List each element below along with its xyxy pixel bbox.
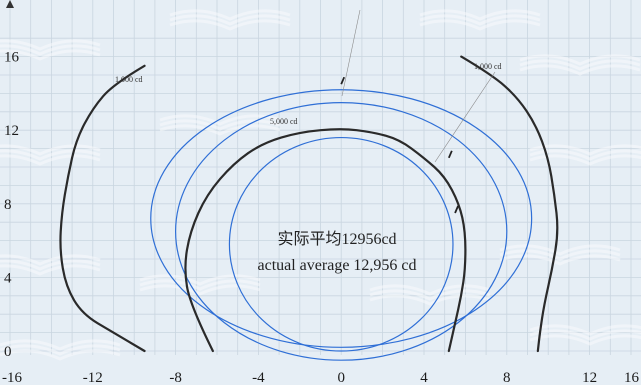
y-tick-label: 12 xyxy=(4,123,19,139)
x-tick-label: 4 xyxy=(420,370,428,385)
watermark-stroke xyxy=(159,119,281,131)
watermark-stroke xyxy=(139,274,261,286)
reference-ellipse xyxy=(175,101,508,361)
y-axis-arrow xyxy=(6,0,14,8)
watermark-stroke xyxy=(0,349,121,361)
y-tick-label: 8 xyxy=(4,197,12,213)
watermark-stroke xyxy=(419,14,541,26)
watermark-wing-icon xyxy=(139,274,261,296)
watermark-stroke xyxy=(169,14,291,26)
watermark-stroke xyxy=(499,249,621,261)
measured-curve xyxy=(59,64,146,353)
watermark-stroke xyxy=(169,19,291,31)
watermark-stroke xyxy=(369,289,491,301)
curve-markers xyxy=(340,9,496,214)
x-tick-labels: -16 -12 -8 -4 0 4 8 12 16 xyxy=(2,370,640,385)
watermark-stroke xyxy=(499,244,621,256)
label-5000cd: 5,000 cd xyxy=(270,117,298,126)
measured-curve xyxy=(184,128,467,353)
center-label-cn: 实际平均12956cd xyxy=(277,230,396,248)
watermark-stroke xyxy=(369,294,491,306)
reference-ellipse xyxy=(228,136,454,352)
x-tick-label: -12 xyxy=(83,370,103,385)
x-tick-label: 12 xyxy=(582,370,597,385)
watermark-wing-icon xyxy=(0,339,121,361)
watermark xyxy=(0,9,641,361)
measured-curves xyxy=(59,55,559,353)
reference-ellipse xyxy=(150,89,533,348)
watermark-stroke xyxy=(139,284,261,296)
annotations: 1,000 cd 1,000 cd 5,000 cd 实际平均12956cd a… xyxy=(115,62,502,274)
label-1000cd-left: 1,000 cd xyxy=(115,75,143,84)
watermark-stroke xyxy=(0,344,121,356)
watermark-stroke xyxy=(0,149,101,161)
watermark-stroke xyxy=(519,64,641,76)
watermark-stroke xyxy=(369,284,491,296)
watermark-stroke xyxy=(529,329,641,341)
curve-marker xyxy=(448,150,453,159)
watermark-stroke xyxy=(0,259,101,271)
watermark-wing-icon xyxy=(0,254,101,276)
watermark-wing-icon xyxy=(159,114,281,136)
curve-marker xyxy=(340,76,346,85)
watermark-stroke xyxy=(529,149,641,161)
x-tick-label: -4 xyxy=(252,370,265,385)
watermark-stroke xyxy=(0,264,101,276)
watermark-wing-icon xyxy=(0,39,101,61)
watermark-stroke xyxy=(419,19,541,31)
watermark-stroke xyxy=(169,9,291,21)
watermark-stroke xyxy=(419,9,541,21)
y-tick-label: 4 xyxy=(4,270,12,286)
watermark-stroke xyxy=(159,124,281,136)
watermark-wing-icon xyxy=(529,324,641,346)
center-label-en: actual average 12,956 cd xyxy=(257,257,416,274)
watermark-wing-icon xyxy=(369,284,491,306)
leader-line xyxy=(341,9,361,97)
x-tick-label: 8 xyxy=(503,370,511,385)
watermark-stroke xyxy=(0,144,101,156)
watermark-stroke xyxy=(529,144,641,156)
reference-ellipses xyxy=(150,89,533,361)
watermark-stroke xyxy=(0,254,101,266)
curve-marker xyxy=(454,205,459,214)
watermark-wing-icon xyxy=(499,244,621,266)
watermark-stroke xyxy=(519,59,641,71)
watermark-wing-icon xyxy=(419,9,541,31)
y-tick-label: 0 xyxy=(4,344,12,360)
x-tick-label: -16 xyxy=(2,370,22,385)
watermark-stroke xyxy=(499,254,621,266)
watermark-stroke xyxy=(0,49,101,61)
x-tick-label: 16 xyxy=(624,370,640,385)
watermark-wing-icon xyxy=(519,54,641,76)
watermark-stroke xyxy=(529,334,641,346)
y-tick-label: 16 xyxy=(4,50,20,66)
measured-curve xyxy=(460,55,559,353)
watermark-stroke xyxy=(139,279,261,291)
watermark-stroke xyxy=(0,44,101,56)
label-1000cd-right: 1,000 cd xyxy=(474,62,502,71)
watermark-wing-icon xyxy=(169,9,291,31)
watermark-wing-icon xyxy=(0,144,101,166)
watermark-stroke xyxy=(0,154,101,166)
x-tick-label: 0 xyxy=(337,370,345,385)
watermark-stroke xyxy=(519,54,641,66)
x-tick-label: -8 xyxy=(169,370,182,385)
watermark-stroke xyxy=(159,114,281,126)
watermark-stroke xyxy=(529,324,641,336)
watermark-stroke xyxy=(0,339,121,351)
leader-line xyxy=(434,71,496,163)
watermark-stroke xyxy=(0,39,101,51)
y-tick-labels: 0 4 8 12 16 xyxy=(4,50,20,360)
